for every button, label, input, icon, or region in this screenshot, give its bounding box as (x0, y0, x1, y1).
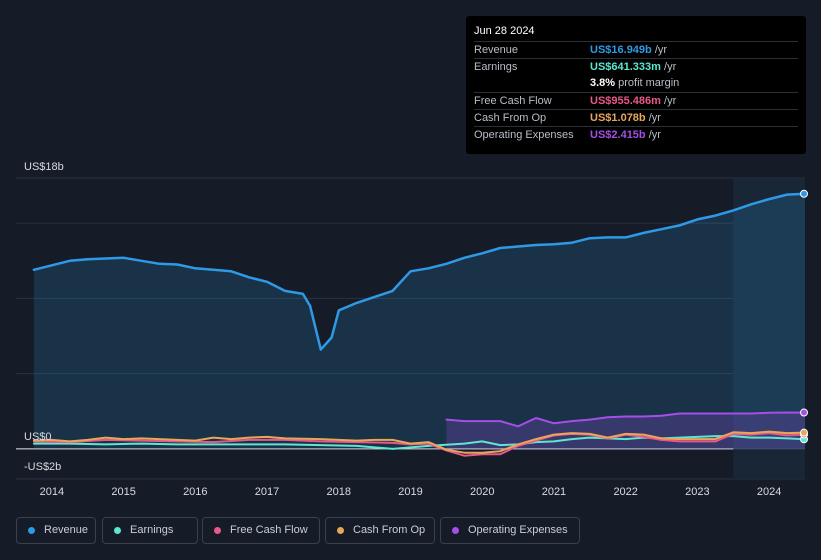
legend-label: Operating Expenses (468, 524, 568, 536)
tooltip-suffix: /yr (645, 112, 661, 124)
tooltip-row-margin: 3.8% profit margin (474, 75, 798, 92)
tooltip-label: Free Cash Flow (474, 95, 552, 107)
legend-dot-icon (214, 527, 221, 534)
tooltip-row-earnings: Earnings US$641.333m /yr (474, 58, 798, 76)
tooltip-label: Revenue (474, 44, 519, 56)
tooltip-label: Operating Expenses (474, 129, 574, 141)
x-tick-label: 2020 (470, 486, 494, 498)
legend-item-cash-from-op[interactable]: Cash From Op (325, 517, 435, 544)
tooltip-value: US$955.486m (590, 95, 661, 107)
operating-expenses-endpoint (800, 408, 808, 417)
series-lines (32, 192, 807, 457)
tooltip-suffix: /yr (660, 95, 677, 107)
tooltip-value: US$1.078b (590, 112, 646, 124)
tooltip-row-cfo: Cash From Op US$1.078b /yr (474, 109, 798, 127)
y-tick-label-zero: US$0 (24, 431, 52, 443)
tooltip-suffix: /yr (660, 61, 677, 73)
forecast-highlight-band (733, 178, 805, 479)
data-tooltip: Jun 28 2024 Revenue US$16.949b /yr Earni… (466, 16, 806, 154)
series-areas (33, 193, 805, 449)
tooltip-row-fcf: Free Cash Flow US$955.486m /yr (474, 92, 798, 110)
x-tick-label: 2016 (183, 486, 207, 498)
x-tick-label: 2015 (111, 486, 135, 498)
legend-label: Cash From Op (353, 524, 426, 536)
tooltip-suffix: /yr (651, 44, 668, 56)
tooltip-value: US$2.415b (590, 129, 646, 141)
gridlines (16, 177, 805, 480)
x-tick-label: 2024 (757, 486, 781, 498)
legend-item-earnings[interactable]: Earnings (102, 517, 198, 544)
legend-label: Revenue (44, 524, 89, 536)
x-tick-label: 2014 (40, 486, 64, 498)
legend-item-free-cash-flow[interactable]: Free Cash Flow (202, 517, 320, 544)
x-tick-label: 2021 (542, 486, 566, 498)
legend-dot-icon (452, 527, 459, 534)
legend-label: Free Cash Flow (230, 524, 308, 536)
cash-from-op-endpoint (800, 428, 808, 437)
series-endpoints (800, 189, 808, 444)
x-tick-label: 2023 (685, 486, 709, 498)
legend-item-revenue[interactable]: Revenue (16, 517, 96, 544)
x-tick-label: 2022 (613, 486, 637, 498)
x-tick-label: 2019 (398, 486, 422, 498)
free-cash-flow-line (32, 432, 806, 457)
tooltip-row-revenue: Revenue US$16.949b /yr (474, 41, 798, 59)
tooltip-suffix: /yr (645, 129, 661, 141)
legend-dot-icon (28, 527, 35, 534)
y-tick-label-top: US$18b (24, 161, 64, 173)
tooltip-suffix: profit margin (615, 77, 680, 89)
tooltip-value: US$16.949b (590, 44, 652, 56)
legend-dot-icon (114, 527, 121, 534)
legend-label: Earnings (130, 524, 174, 536)
x-tick-label: 2017 (255, 486, 279, 498)
tooltip-value: 3.8% (590, 77, 616, 89)
legend-dot-icon (337, 527, 344, 534)
tooltip-date: Jun 28 2024 (474, 25, 535, 37)
revenue-area (33, 193, 805, 449)
cash-from-op-line (32, 430, 806, 454)
tooltip-label: Earnings (474, 61, 518, 73)
x-tick-labels: 2014 2015 2016 2017 2018 2019 2020 2021 2022 2023… (40, 486, 782, 498)
tooltip-row-opex: Operating Expenses US$2.415b /yr (474, 126, 798, 144)
tooltip-label: Cash From Op (474, 112, 547, 124)
y-tick-label-bottom: -US$2b (24, 461, 61, 473)
operating-expenses-line (445, 411, 806, 428)
revenue-line (32, 192, 807, 351)
revenue-endpoint (800, 189, 808, 198)
x-tick-label: 2018 (327, 486, 351, 498)
tooltip-value: US$641.333m (590, 61, 661, 73)
legend-item-operating-expenses[interactable]: Operating Expenses (440, 517, 580, 544)
